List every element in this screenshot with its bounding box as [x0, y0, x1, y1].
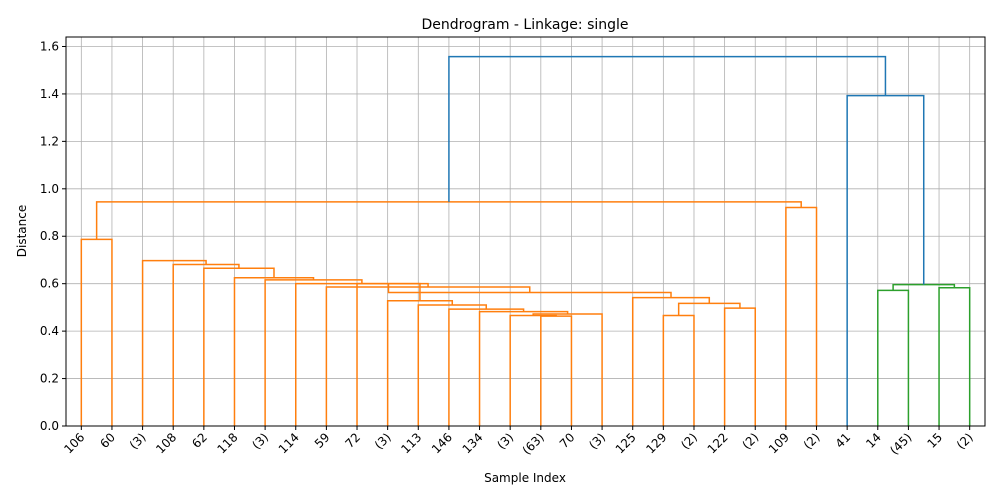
- x-axis-title: Sample Index: [484, 471, 566, 485]
- dendrogram-link: [264, 279, 363, 426]
- y-tick-label: 0.6: [40, 277, 59, 291]
- dendrogram-link: [325, 286, 531, 426]
- y-tick-label: 0.0: [40, 419, 59, 433]
- dendrogram-links: [80, 55, 971, 426]
- y-tick-label: 0.2: [40, 372, 59, 386]
- y-tick-label: 1.0: [40, 182, 59, 196]
- y-tick-label: 0.8: [40, 229, 59, 243]
- dendrogram-link: [892, 283, 956, 291]
- dendrogram-link: [141, 259, 207, 426]
- dendrogram-link: [295, 282, 429, 426]
- dendrogram-link: [95, 201, 802, 240]
- y-tick-label: 1.4: [40, 87, 59, 101]
- chart-title: Dendrogram - Linkage: single: [421, 17, 628, 33]
- dendrogram-link: [448, 55, 887, 202]
- dendrogram-link: [478, 310, 569, 426]
- y-axis-ticks: 0.0 0.2 0.4 0.6 0.8 1.0 1.2 1.4 1.6: [40, 39, 66, 433]
- dendrogram-link: [540, 315, 573, 426]
- y-axis-title: Distance: [15, 205, 29, 257]
- y-tick-label: 1.6: [40, 39, 59, 53]
- dendrogram-link: [448, 308, 525, 426]
- y-tick-label: 1.2: [40, 134, 59, 148]
- plot-frame: [65, 36, 986, 427]
- dendrogram-link: [532, 313, 603, 426]
- y-tick-label: 0.4: [40, 324, 59, 338]
